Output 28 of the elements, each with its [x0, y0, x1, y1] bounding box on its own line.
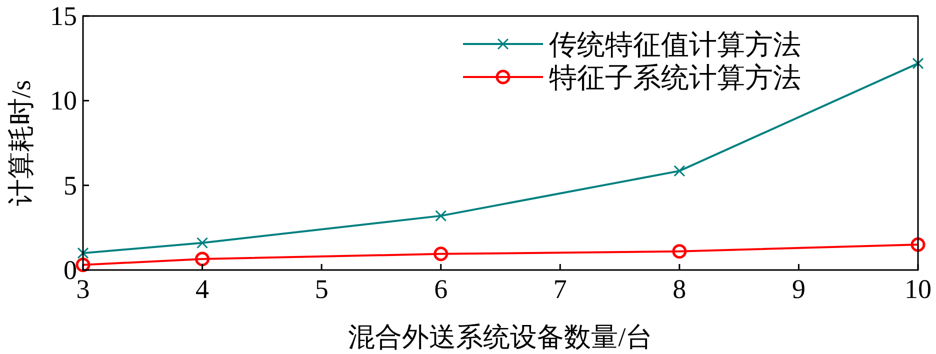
point — [196, 237, 208, 249]
x-tick-label: 9 — [792, 274, 806, 304]
y-tick-label: 10 — [50, 86, 77, 116]
point — [674, 165, 686, 177]
y-tick-label: 15 — [50, 1, 77, 31]
legend-label: 特征子系统计算方法 — [549, 63, 801, 94]
legend: 传统特征值计算方法 — [463, 30, 801, 61]
point — [910, 237, 926, 252]
point — [76, 258, 90, 272]
x-tick-label: 3 — [76, 274, 90, 304]
point — [77, 247, 89, 259]
x-axis-title: 混合外送系统设备数量/台 — [348, 322, 653, 352]
x-tick-label: 8 — [672, 274, 686, 304]
point — [672, 244, 687, 259]
legend: 特征子系统计算方法 — [463, 63, 801, 94]
x-tick-label: 7 — [553, 274, 567, 304]
y-tick-label: 5 — [64, 170, 77, 200]
legend-label: 传统特征值计算方法 — [549, 30, 801, 61]
x-tick-label: 6 — [434, 274, 448, 304]
point — [912, 58, 924, 70]
x-tick-label: 10 — [904, 274, 932, 304]
y-axis-title: 计算耗时/s — [6, 80, 36, 206]
point — [195, 252, 210, 266]
point — [434, 246, 448, 262]
x-tick-label: 4 — [196, 274, 210, 304]
y-tick-label: 0 — [64, 255, 77, 285]
x-tick-label: 5 — [314, 274, 328, 304]
point — [435, 210, 447, 222]
